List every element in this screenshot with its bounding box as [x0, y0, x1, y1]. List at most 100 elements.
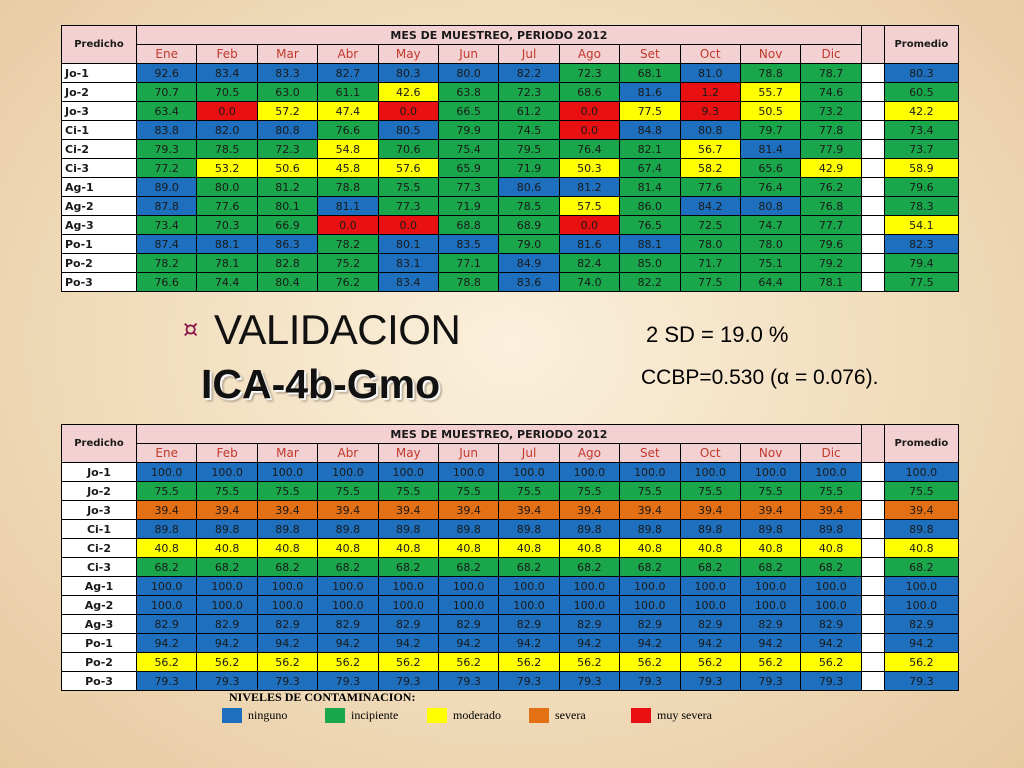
value-cell: 100.0: [679, 462, 741, 482]
month-header-jul: Jul: [498, 443, 560, 463]
value-cell: 83.6: [498, 272, 560, 292]
value-cell: 68.2: [196, 557, 258, 577]
value-cell: 84.9: [498, 253, 560, 273]
average-cell: 42.2: [883, 101, 959, 121]
value-cell: 79.9: [437, 120, 500, 140]
station-label: Ag-2: [61, 196, 137, 216]
bullet-icon: ¤: [183, 315, 199, 343]
station-label: Ci-1: [61, 120, 137, 140]
value-cell: 68.9: [498, 215, 560, 235]
value-cell: 79.3: [377, 671, 439, 691]
value-cell: 74.0: [558, 272, 621, 292]
value-cell: 68.6: [558, 82, 621, 102]
legend-label: moderado: [453, 707, 501, 722]
station-label: Po-1: [61, 633, 137, 653]
value-cell: 79.3: [135, 671, 198, 691]
value-cell: 100.0: [558, 576, 621, 596]
value-cell: 82.7: [317, 63, 379, 83]
month-header-feb: Feb: [196, 44, 258, 64]
value-cell: 61.2: [498, 101, 560, 121]
value-cell: 78.8: [739, 63, 802, 83]
value-cell: 81.2: [558, 177, 621, 197]
value-cell: 100.0: [800, 576, 862, 596]
average-cell: 89.8: [883, 519, 959, 539]
value-cell: 89.8: [619, 519, 681, 539]
value-cell: 73.4: [135, 215, 198, 235]
value-cell: 79.3: [498, 671, 560, 691]
value-cell: 74.4: [196, 272, 258, 292]
value-cell: 55.7: [739, 82, 802, 102]
value-cell: 82.9: [317, 614, 379, 634]
value-cell: 63.0: [256, 82, 319, 102]
value-cell: 100.0: [800, 595, 862, 615]
value-cell: 77.8: [800, 120, 862, 140]
value-cell: 81.0: [679, 63, 741, 83]
spacer-cell: [860, 196, 885, 216]
value-cell: 75.5: [196, 481, 258, 501]
value-cell: 77.1: [437, 253, 500, 273]
value-cell: 68.2: [317, 557, 379, 577]
value-cell: 74.7: [739, 215, 802, 235]
value-cell: 86.3: [256, 234, 319, 254]
corner-label: Predicho: [61, 424, 137, 463]
station-label: Ci-1: [61, 519, 137, 539]
legend-item-severa: severa: [529, 707, 586, 723]
value-cell: 82.2: [619, 272, 681, 292]
value-cell: 80.6: [498, 177, 560, 197]
legend-swatch: [529, 707, 549, 723]
model-name: ICA-4b-Gmo: [201, 361, 441, 407]
value-cell: 89.8: [739, 519, 802, 539]
value-cell: 80.8: [679, 120, 741, 140]
value-cell: 79.6: [800, 234, 862, 254]
station-label: Po-3: [61, 671, 137, 691]
value-cell: 40.8: [256, 538, 319, 558]
spacer-cell: [860, 481, 885, 501]
value-cell: 50.6: [256, 158, 319, 178]
value-cell: 68.2: [377, 557, 439, 577]
value-cell: 81.4: [739, 139, 802, 159]
value-cell: 100.0: [739, 462, 802, 482]
value-cell: 78.1: [800, 272, 862, 292]
value-cell: 47.4: [317, 101, 379, 121]
value-cell: 68.8: [437, 215, 500, 235]
value-cell: 63.8: [437, 82, 500, 102]
average-cell: 73.4: [883, 120, 959, 140]
value-cell: 56.2: [619, 652, 681, 672]
value-cell: 77.7: [800, 215, 862, 235]
average-cell: 68.2: [883, 557, 959, 577]
value-cell: 100.0: [317, 576, 379, 596]
month-header-oct: Oct: [679, 443, 741, 463]
value-cell: 81.6: [619, 82, 681, 102]
value-cell: 80.0: [196, 177, 258, 197]
table-row: Jo-1 100.0 100.0 100.0 100.0 100.0 100.0 100.0 1…: [61, 462, 959, 482]
value-cell: 89.8: [317, 519, 379, 539]
value-cell: 77.9: [800, 139, 862, 159]
value-cell: 68.1: [619, 63, 681, 83]
spacer-cell: [860, 500, 885, 520]
spacer-cell: [860, 253, 885, 273]
value-cell: 64.4: [739, 272, 802, 292]
value-cell: 56.2: [135, 652, 198, 672]
month-header-may: May: [377, 44, 439, 64]
value-cell: 94.2: [679, 633, 741, 653]
value-cell: 89.8: [679, 519, 741, 539]
value-cell: 40.8: [437, 538, 500, 558]
value-cell: 89.8: [135, 519, 198, 539]
value-cell: 75.5: [800, 481, 862, 501]
value-cell: 82.9: [679, 614, 741, 634]
value-cell: 94.2: [558, 633, 621, 653]
table-row: Ci-2 79.3 78.5 72.3 54.8 70.6 75.4 79.5 76.4 82.1…: [61, 139, 959, 159]
value-cell: 40.8: [619, 538, 681, 558]
value-cell: 39.4: [256, 500, 319, 520]
value-cell: 87.8: [135, 196, 198, 216]
value-cell: 82.2: [498, 63, 560, 83]
value-cell: 100.0: [196, 576, 258, 596]
value-cell: 84.2: [679, 196, 741, 216]
station-label: Ag-2: [61, 595, 137, 615]
value-cell: 45.8: [317, 158, 379, 178]
table-row: Jo-3 39.4 39.4 39.4 39.4 39.4 39.4 39.4 39.4 39.4…: [61, 500, 959, 520]
value-cell: 0.0: [558, 215, 621, 235]
legend-item-moderado: moderado: [427, 707, 501, 723]
spacer-cell: [860, 63, 885, 83]
value-cell: 75.5: [558, 481, 621, 501]
